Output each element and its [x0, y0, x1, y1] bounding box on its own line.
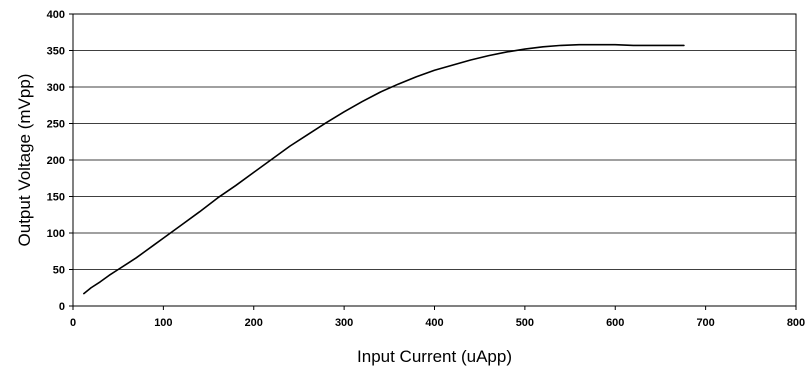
x-tick-label: 300: [335, 317, 353, 329]
series-layer: [83, 43, 685, 295]
tick-labels: 0 50 100 150 200 250 300 350 400 0 100 200 300 400 500…: [47, 9, 806, 329]
x-tick-label: 400: [425, 317, 443, 329]
x-tick-label: 700: [696, 317, 714, 329]
axes: [69, 13, 797, 310]
x-tick-label: 100: [154, 317, 172, 329]
y-tick-label: 350: [47, 46, 65, 58]
x-tick-label: 500: [516, 317, 534, 329]
y-tick-label: 200: [47, 155, 65, 167]
y-tick-label: 400: [47, 9, 65, 21]
plot-border: [72, 13, 797, 307]
y-axis-title: Output Voltage (mVpp): [15, 74, 34, 247]
x-tick-label: 200: [245, 317, 263, 329]
x-tick-label: 0: [70, 317, 76, 329]
y-tick-label: 150: [47, 192, 65, 204]
x-tick-label: 800: [787, 317, 805, 329]
x-axis-title: Input Current (uApp): [357, 347, 512, 366]
y-tick-label: 100: [47, 228, 65, 240]
y-tick-label: 0: [59, 301, 65, 313]
x-tick-label: 600: [606, 317, 624, 329]
y-tick-label: 300: [47, 82, 65, 94]
series-line-0: [83, 43, 685, 295]
y-tick-label: 50: [53, 265, 65, 277]
y-tick-label: 250: [47, 119, 65, 131]
